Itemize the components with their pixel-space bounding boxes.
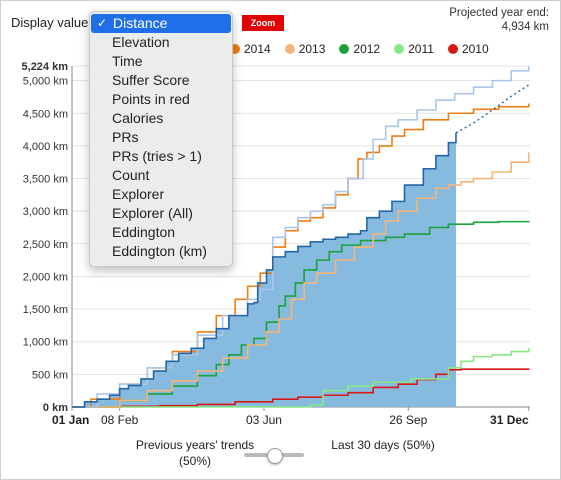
y-tick-label: 5,000 km	[23, 76, 68, 88]
dropdown-item-points-in-red[interactable]: Points in red	[90, 90, 232, 109]
dropdown-item-label: Eddington (km)	[112, 243, 207, 259]
y-tick-label: 1,000 km	[23, 337, 68, 349]
dropdown-item-eddington-km[interactable]: Eddington (km)	[90, 242, 232, 261]
dropdown-item-label: Calories	[112, 110, 164, 126]
x-tick-label: 01 Jan	[52, 413, 89, 427]
legend-item[interactable]: 2014	[230, 42, 271, 56]
dropdown-item-label: Eddington	[112, 224, 176, 240]
legend-swatch	[230, 44, 240, 54]
dropdown-item-count[interactable]: Count	[90, 166, 232, 185]
dropdown-item-label: Count	[112, 167, 150, 183]
legend-item[interactable]: 2013	[284, 42, 326, 56]
dropdown-item-label: Explorer (All)	[112, 205, 193, 221]
legend-label: 2010	[461, 42, 489, 56]
x-tick-label: 26 Sep	[389, 413, 427, 427]
display-value-dropdown[interactable]: ✓ Distance Elevation Time Suffer Score Po…	[89, 11, 233, 267]
series-line-2015-reference	[72, 66, 530, 408]
legend-swatch	[339, 44, 350, 54]
legend-item[interactable]: 2010	[447, 42, 489, 56]
series-line-2011	[72, 348, 530, 408]
dropdown-item-time[interactable]: Time	[90, 52, 232, 71]
projection-title: Projected year end:	[449, 7, 549, 19]
slider-thumb[interactable]	[267, 448, 283, 464]
dropdown-item-distance[interactable]: ✓ Distance	[91, 14, 231, 33]
y-tick-label: 2,000 km	[23, 271, 68, 283]
projection-value: 4,934 km	[501, 21, 549, 33]
y-tick-label: 1,500 km	[23, 304, 68, 316]
legend-swatch	[394, 44, 405, 54]
trend-weight-slider[interactable]	[244, 448, 304, 464]
legend-label: 2014	[244, 42, 271, 56]
dropdown-item-label: Suffer Score	[112, 72, 190, 88]
legend-label: 2012	[353, 42, 381, 56]
checkmark-icon: ✓	[97, 16, 108, 30]
legend-item[interactable]: 2012	[339, 42, 380, 56]
dropdown-item-label: PRs (tries > 1)	[112, 148, 202, 164]
last-30-days-label: Last 30 days (50%)	[331, 438, 435, 452]
dropdown-item-suffer-score[interactable]: Suffer Score	[90, 71, 232, 90]
legend-item[interactable]: 2011	[394, 42, 434, 56]
x-tick-label: 08 Feb	[101, 413, 139, 427]
y-tick-label: 2,500 km	[23, 239, 68, 251]
legend-swatch	[284, 44, 295, 54]
legend-label: 2011	[408, 42, 434, 56]
y-tick-label: 4,000 km	[23, 141, 68, 153]
dropdown-item-label: Explorer	[112, 186, 165, 202]
series-area-2015	[72, 132, 456, 407]
legend-swatch	[447, 44, 458, 54]
x-tick-label: 03 Jun	[246, 413, 282, 427]
y-tick-label: 4,500 km	[23, 108, 68, 120]
dropdown-item-label: Elevation	[112, 34, 170, 50]
series-line-2015	[72, 132, 457, 408]
dropdown-item-label: Distance	[113, 15, 168, 31]
dropdown-item-elevation[interactable]: Elevation	[90, 33, 232, 52]
y-tick-label: 3,500 km	[23, 174, 68, 186]
dropdown-item-label: PRs	[112, 129, 139, 145]
dropdown-item-explorer-all[interactable]: Explorer (All)	[90, 204, 232, 223]
dropdown-item-calories[interactable]: Calories	[90, 109, 232, 128]
display-value-label: Display value	[11, 15, 89, 30]
y-tick-label: 0 km	[43, 402, 68, 414]
previous-years-trends-label: Previous years' trends (50%)	[135, 438, 255, 468]
dropdown-item-eddington[interactable]: Eddington	[90, 223, 232, 242]
zoom-button[interactable]: Zoom	[242, 15, 284, 31]
series-line-2013	[72, 152, 530, 408]
y-tick-label: 5,224 km	[22, 61, 69, 73]
x-tick-label: 31 Dec	[490, 413, 529, 427]
dropdown-item-explorer[interactable]: Explorer	[90, 185, 232, 204]
legend-label: 2013	[298, 42, 326, 56]
dropdown-item-label: Points in red	[112, 91, 190, 107]
dropdown-item-prs-tries[interactable]: PRs (tries > 1)	[90, 147, 232, 166]
dropdown-item-prs[interactable]: PRs	[90, 128, 232, 147]
y-tick-label: 500 km	[32, 369, 68, 381]
dropdown-item-label: Time	[112, 53, 143, 69]
y-tick-label: 3,000 km	[23, 206, 68, 218]
legend: 2014 2013 2012 2011 2010	[230, 42, 489, 56]
